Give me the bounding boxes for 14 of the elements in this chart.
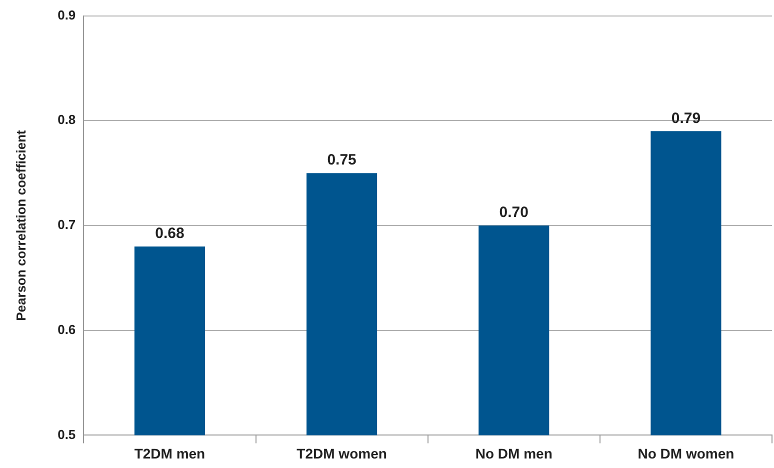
data-label: 0.68 — [155, 225, 184, 242]
y-tick-label: 0.8 — [58, 112, 76, 128]
data-label: 0.70 — [499, 204, 528, 222]
x-tick-label: No DM men — [475, 445, 552, 462]
x-tick-label: No DM women — [638, 445, 734, 462]
y-tick-label: 0.9 — [58, 7, 76, 22]
x-tick-label: T2DM men — [134, 445, 206, 462]
y-axis-title: Pearson correlation coefficient — [13, 129, 28, 321]
data-label: 0.75 — [327, 152, 356, 169]
data-label: 0.79 — [671, 110, 701, 127]
x-tick-label: T2DM women — [296, 445, 387, 462]
y-tick-label: 0.5 — [58, 426, 76, 442]
y-tick-label: 0.7 — [58, 217, 76, 232]
y-tick-label: 0.6 — [58, 322, 76, 337]
